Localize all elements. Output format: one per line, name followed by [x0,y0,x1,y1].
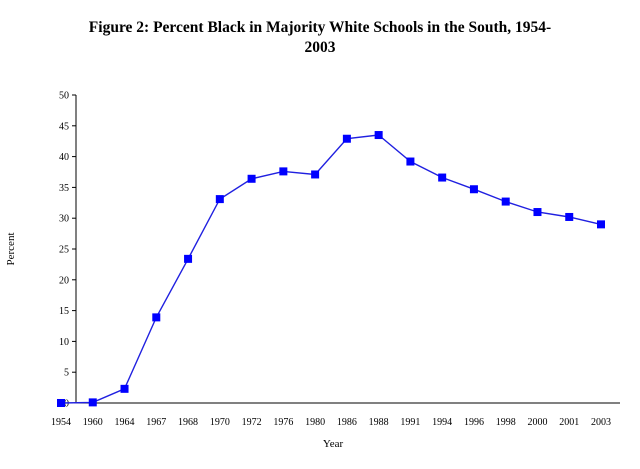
y-tick-label: 25 [59,245,69,256]
data-point [501,197,510,206]
x-tick-label: 1980 [305,417,325,428]
y-axis: 0 5 10 15 20 25 30 35 40 45 50 [59,91,77,410]
x-tick-label: 1991 [400,417,420,428]
x-axis: 1954 1960 1964 1967 1968 1970 1972 1976 1980 1986… [51,402,620,428]
data-point [374,131,383,140]
x-tick-label: 1976 [273,417,293,428]
data-point [120,384,129,393]
x-tick-label: 1968 [178,417,198,428]
data-point [184,254,193,263]
y-tick-label: 5 [64,368,69,379]
x-tick-label: 2003 [591,417,611,428]
series [57,131,605,407]
x-tick-label: 2000 [527,417,547,428]
chart-title-line-2: 2003 [304,39,336,56]
x-tick-label: 1994 [432,417,452,428]
y-tick-label: 10 [59,337,69,348]
data-point [57,398,65,407]
x-tick-label: 1986 [337,417,357,428]
data-point [438,173,447,182]
x-tick-label: 1967 [146,417,166,428]
data-point [247,174,256,183]
data-point [406,157,415,166]
y-tick-label: 45 [59,121,69,132]
chart-title-line-1: Figure 2: Percent Black in Majority Whit… [88,19,552,36]
data-point [533,208,542,217]
chart-title: Figure 2: Percent Black in Majority Whit… [0,18,640,58]
x-tick-label: 1972 [242,417,262,428]
y-tick-label: 50 [59,91,69,102]
x-tick-label: 2001 [559,417,579,428]
data-point [152,313,161,322]
y-tick-label: 35 [59,183,69,194]
y-tick-label: 20 [59,275,69,286]
x-axis-label: Year [323,438,344,450]
data-point [342,134,351,143]
data-point [279,167,288,176]
data-point [88,398,97,407]
x-tick-label: 1988 [369,417,389,428]
x-tick-label: 1954 [51,417,71,428]
data-point [469,185,478,194]
y-tick-label: 40 [59,152,69,163]
x-tick-label: 1960 [83,417,103,428]
data-point [311,170,320,179]
x-tick-label: 1970 [210,417,230,428]
y-tick-label: 30 [59,214,69,225]
series-line [60,134,602,404]
y-tick-label: 0 [64,399,69,410]
data-point [597,220,605,229]
x-tick-label: 1998 [496,417,516,428]
x-tick-label: 1996 [464,417,484,428]
data-point [215,195,224,204]
y-tick-label: 15 [59,306,69,317]
data-point [565,212,574,221]
y-axis-label: Percent [5,233,17,266]
x-tick-label: 1964 [115,417,135,428]
